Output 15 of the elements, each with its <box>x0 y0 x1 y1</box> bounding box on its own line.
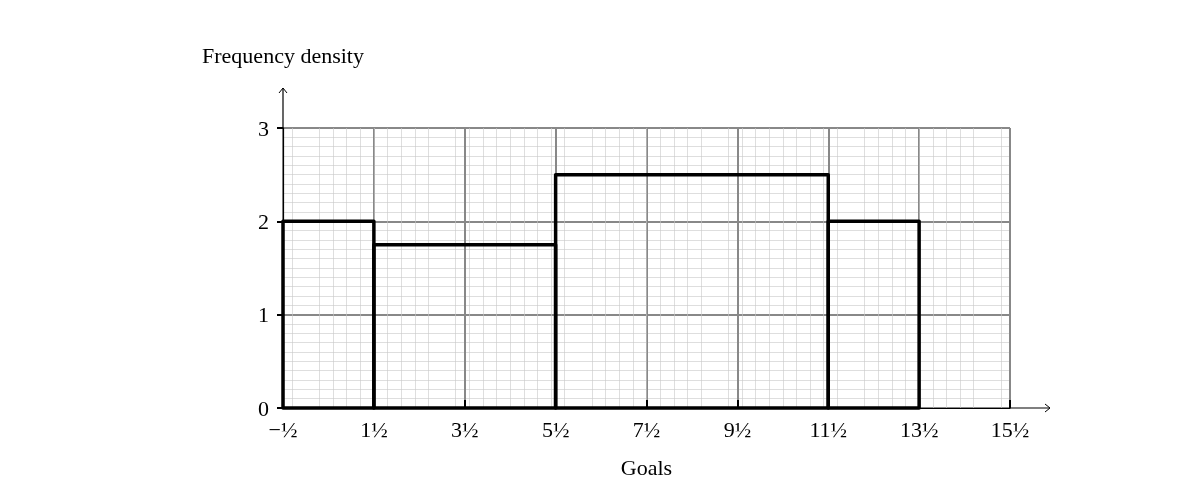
x-tick-label: 11½ <box>809 416 848 442</box>
y-tick-label: 2 <box>258 208 269 234</box>
x-tick-label: 13½ <box>899 416 939 442</box>
x-axis-title: Goals <box>620 454 673 480</box>
x-tick-label: 3½ <box>451 416 479 442</box>
y-tick-label: 1 <box>258 302 269 328</box>
x-tick-label: −½ <box>268 416 298 442</box>
x-tick-label: 5½ <box>541 416 570 442</box>
x-tick-label: 1½ <box>360 416 388 442</box>
x-tick-label: 15½ <box>990 416 1030 442</box>
x-tick-label: 7½ <box>632 416 661 442</box>
x-tick-label: 9½ <box>723 416 752 442</box>
y-tick-label: 3 <box>258 115 269 141</box>
y-axis-title: Frequency density <box>202 42 364 68</box>
y-tick-label: 0 <box>258 395 269 421</box>
